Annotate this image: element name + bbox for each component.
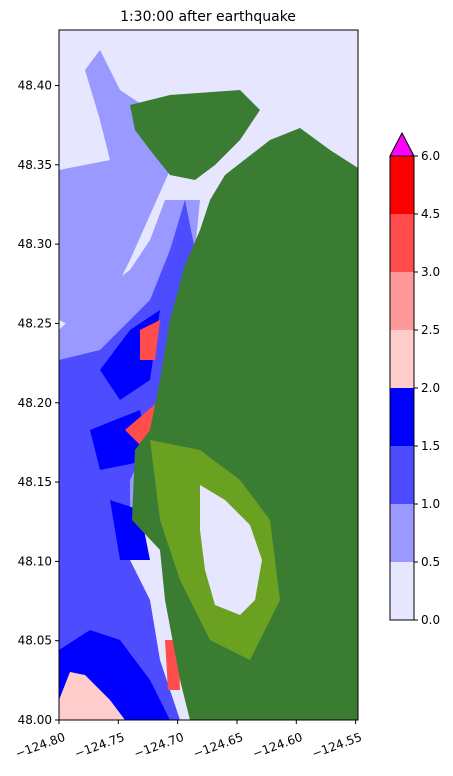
y-tick-label: 48.05 — [18, 634, 52, 648]
colorbar-tick-label: 1.0 — [421, 497, 440, 511]
water-strong — [59, 310, 170, 720]
y-tick-label: 48.15 — [18, 475, 52, 489]
colorbar-segment — [390, 562, 414, 620]
colorbar-segment — [390, 330, 414, 388]
colorbar-tick-label: 1.5 — [421, 439, 440, 453]
x-tick-label: −124.55 — [310, 730, 364, 761]
x-tick-label: −124.75 — [73, 730, 127, 761]
colorbar-tick-label: 6.0 — [421, 149, 440, 163]
water-red — [125, 320, 180, 690]
y-tick-label: 48.00 — [18, 713, 52, 727]
colorbar-segment — [390, 446, 414, 504]
y-tick-label: 48.25 — [18, 316, 52, 330]
lake — [200, 485, 262, 615]
colorbar-segment — [390, 272, 414, 330]
chart-title: 1:30:00 after earthquake — [120, 9, 296, 25]
y-tick-label: 48.30 — [18, 237, 52, 251]
x-tick-label: −124.60 — [251, 730, 305, 761]
colorbar-tick-label: 4.5 — [421, 207, 440, 221]
colorbar-tick-label: 0.5 — [421, 555, 440, 569]
colorbar-segment — [390, 156, 414, 214]
colorbar-tick-label: 2.5 — [421, 323, 440, 337]
colorbar-tick-label: 0.0 — [421, 613, 440, 627]
plot-frame — [58, 29, 359, 721]
x-tick-label: −124.80 — [13, 730, 67, 761]
x-tick-label: −124.65 — [191, 730, 245, 761]
x-tick-label: −124.70 — [132, 730, 186, 761]
y-tick-label: 48.20 — [18, 396, 52, 410]
y-tick-label: 48.35 — [18, 158, 52, 172]
colorbar-tick-label: 2.0 — [421, 381, 440, 395]
colorbar-segment — [390, 504, 414, 562]
colorbar-tick-label: 3.0 — [421, 265, 440, 279]
colorbar-extension — [389, 131, 415, 157]
map — [59, 30, 358, 720]
y-tick-label: 48.40 — [18, 79, 52, 93]
y-tick-label: 48.10 — [18, 554, 52, 568]
colorbar: 0.0 0.5 1.0 1.5 2.0 2.5 3.0 4.5 6.0 — [389, 131, 440, 627]
colorbar-segment — [390, 214, 414, 272]
colorbar-segment — [390, 388, 414, 446]
water-pink — [59, 672, 125, 720]
land-island — [130, 90, 260, 180]
